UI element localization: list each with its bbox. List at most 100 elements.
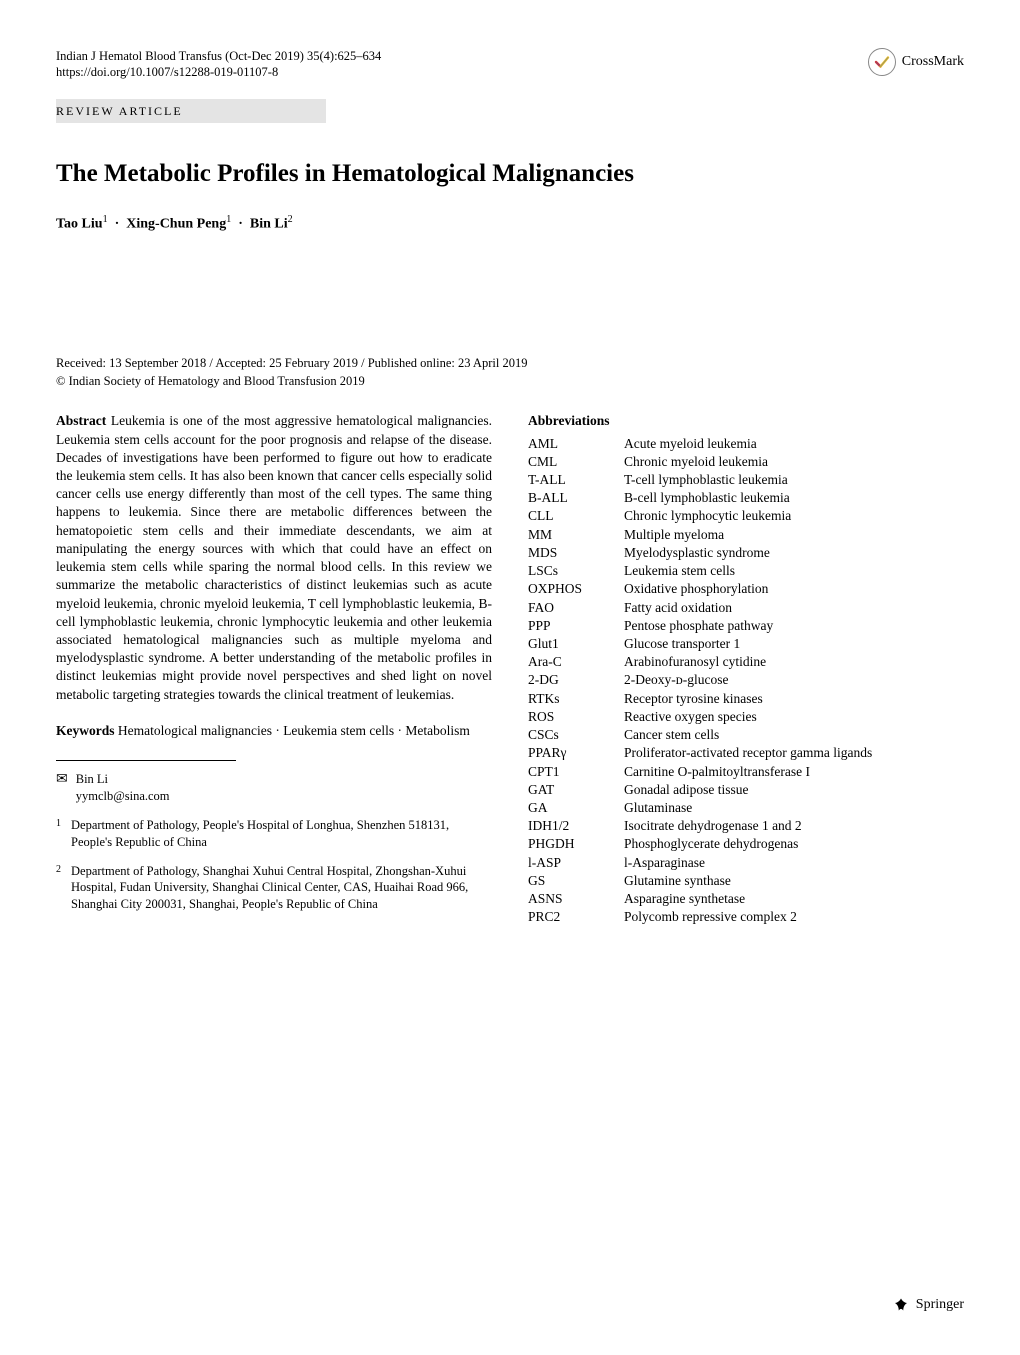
springer-footer: Springer	[892, 1296, 964, 1315]
abbreviation-value: Leukemia stem cells	[624, 562, 964, 580]
abbreviation-key: RTKs	[528, 690, 624, 708]
abbreviation-key: B-ALL	[528, 489, 624, 507]
abbreviation-row: LSCsLeukemia stem cells	[528, 562, 964, 580]
abbreviation-row: FAOFatty acid oxidation	[528, 599, 964, 617]
abbreviation-key: GS	[528, 872, 624, 890]
abbreviation-row: Ara-CArabinofuranosyl cytidine	[528, 653, 964, 671]
abbreviation-row: B-ALLB-cell lymphoblastic leukemia	[528, 489, 964, 507]
affiliation-text: Department of Pathology, Shanghai Xuhui …	[71, 863, 492, 914]
author-name: Tao Liu	[56, 217, 103, 232]
abbreviation-value: Multiple myeloma	[624, 526, 964, 544]
abbreviation-value: Carnitine O-palmitoyltransferase I	[624, 763, 964, 781]
author-name: Xing-Chun Peng	[126, 217, 226, 232]
corresponding-email[interactable]: yymclb@sina.com	[76, 788, 170, 805]
abbreviation-key: GAT	[528, 781, 624, 799]
abbreviation-key: Glut1	[528, 635, 624, 653]
article-dates: Received: 13 September 2018 / Accepted: …	[56, 355, 964, 372]
abbreviation-row: CMLChronic myeloid leukemia	[528, 453, 964, 471]
envelope-icon: ✉	[56, 771, 68, 790]
abbreviation-row: PRC2Polycomb repressive complex 2	[528, 908, 964, 926]
abbreviation-value: Isocitrate dehydrogenase 1 and 2	[624, 817, 964, 835]
abbreviation-row: GSGlutamine synthase	[528, 872, 964, 890]
abbreviation-row: 2-DG2-Deoxy-ᴅ-glucose	[528, 671, 964, 689]
author-list: Tao Liu1 · Xing-Chun Peng1 · Bin Li2	[56, 213, 964, 235]
abbreviation-row: CLLChronic lymphocytic leukemia	[528, 507, 964, 525]
abbreviation-row: ASNSAsparagine synthetase	[528, 890, 964, 908]
abbreviation-value: Acute myeloid leukemia	[624, 435, 964, 453]
abbreviation-key: l-ASP	[528, 854, 624, 872]
author-name: Bin Li	[250, 217, 288, 232]
abbreviation-key: LSCs	[528, 562, 624, 580]
abbreviation-value: Asparagine synthetase	[624, 890, 964, 908]
abbreviation-value: Reactive oxygen species	[624, 708, 964, 726]
affiliation-text: Department of Pathology, People's Hospit…	[71, 817, 492, 851]
abbreviation-key: MM	[528, 526, 624, 544]
abbreviation-row: IDH1/2Isocitrate dehydrogenase 1 and 2	[528, 817, 964, 835]
journal-citation: Indian J Hematol Blood Transfus (Oct-Dec…	[56, 48, 381, 64]
abbreviation-key: PPP	[528, 617, 624, 635]
abstract-text: Leukemia is one of the most aggressive h…	[56, 413, 492, 701]
abbreviation-key: T-ALL	[528, 471, 624, 489]
affiliation-number: 1	[56, 817, 61, 851]
abbreviation-value: Polycomb repressive complex 2	[624, 908, 964, 926]
crossmark-label: CrossMark	[902, 53, 964, 72]
abbreviation-row: PHGDHPhosphoglycerate dehydrogenas	[528, 835, 964, 853]
abbreviation-value: Phosphoglycerate dehydrogenas	[624, 835, 964, 853]
abbreviation-key: ASNS	[528, 890, 624, 908]
abbreviation-row: OXPHOSOxidative phosphorylation	[528, 580, 964, 598]
abbreviation-value: Glutamine synthase	[624, 872, 964, 890]
abbreviation-row: GAGlutaminase	[528, 799, 964, 817]
abbreviation-key: FAO	[528, 599, 624, 617]
abbreviation-key: AML	[528, 435, 624, 453]
author-aff-sup: 1	[103, 214, 108, 225]
abstract-heading: Abstract	[56, 413, 106, 428]
abbreviation-value: 2-Deoxy-ᴅ-glucose	[624, 671, 964, 689]
article-type-label: REVIEW ARTICLE	[56, 99, 326, 123]
abbreviation-value: Arabinofuranosyl cytidine	[624, 653, 964, 671]
abbreviations-heading: Abbreviations	[528, 412, 964, 430]
abbreviation-value: Chronic myeloid leukemia	[624, 453, 964, 471]
abbreviation-key: PPARγ	[528, 744, 624, 762]
affiliation: 2 Department of Pathology, Shanghai Xuhu…	[56, 863, 492, 914]
abbreviation-value: Fatty acid oxidation	[624, 599, 964, 617]
abbreviation-key: MDS	[528, 544, 624, 562]
abbreviation-value: T-cell lymphoblastic leukemia	[624, 471, 964, 489]
abbreviation-row: ROSReactive oxygen species	[528, 708, 964, 726]
abbreviation-key: IDH1/2	[528, 817, 624, 835]
abbreviation-row: AMLAcute myeloid leukemia	[528, 435, 964, 453]
abbreviation-key: ROS	[528, 708, 624, 726]
abbreviation-row: CSCsCancer stem cells	[528, 726, 964, 744]
abbreviation-row: CPT1Carnitine O-palmitoyltransferase I	[528, 763, 964, 781]
abbreviation-key: CSCs	[528, 726, 624, 744]
abbreviation-row: MMMultiple myeloma	[528, 526, 964, 544]
abbreviation-key: 2-DG	[528, 671, 624, 689]
author-aff-sup: 1	[226, 214, 231, 225]
abbreviation-key: PRC2	[528, 908, 624, 926]
keywords-block: Keywords Hematological malignancies · Le…	[56, 722, 492, 740]
copyright-line: © Indian Society of Hematology and Blood…	[56, 373, 964, 390]
abbreviation-value: Proliferator-activated receptor gamma li…	[624, 744, 964, 762]
abbreviation-key: Ara-C	[528, 653, 624, 671]
abbreviation-row: PPARγProliferator-activated receptor gam…	[528, 744, 964, 762]
corresponding-name: Bin Li	[76, 771, 170, 788]
crossmark-icon	[868, 48, 896, 76]
abbreviation-value: Glutaminase	[624, 799, 964, 817]
abbreviation-value: Oxidative phosphorylation	[624, 580, 964, 598]
abbreviation-value: Glucose transporter 1	[624, 635, 964, 653]
abbreviation-row: RTKsReceptor tyrosine kinases	[528, 690, 964, 708]
abbreviation-value: Myelodysplastic syndrome	[624, 544, 964, 562]
crossmark-badge[interactable]: CrossMark	[868, 48, 964, 76]
abstract-block: Abstract Leukemia is one of the most agg…	[56, 412, 492, 704]
abbreviation-row: MDSMyelodysplastic syndrome	[528, 544, 964, 562]
abbreviation-value: B-cell lymphoblastic leukemia	[624, 489, 964, 507]
footnote-divider	[56, 760, 236, 761]
author-aff-sup: 2	[288, 214, 293, 225]
abbreviation-value: Gonadal adipose tissue	[624, 781, 964, 799]
abbreviation-key: CPT1	[528, 763, 624, 781]
affiliation-number: 2	[56, 863, 61, 914]
doi-link[interactable]: https://doi.org/10.1007/s12288-019-01107…	[56, 64, 381, 81]
abbreviation-row: GATGonadal adipose tissue	[528, 781, 964, 799]
corresponding-author: ✉ Bin Li yymclb@sina.com	[56, 771, 492, 805]
abbreviation-key: OXPHOS	[528, 580, 624, 598]
abbreviation-value: Chronic lymphocytic leukemia	[624, 507, 964, 525]
